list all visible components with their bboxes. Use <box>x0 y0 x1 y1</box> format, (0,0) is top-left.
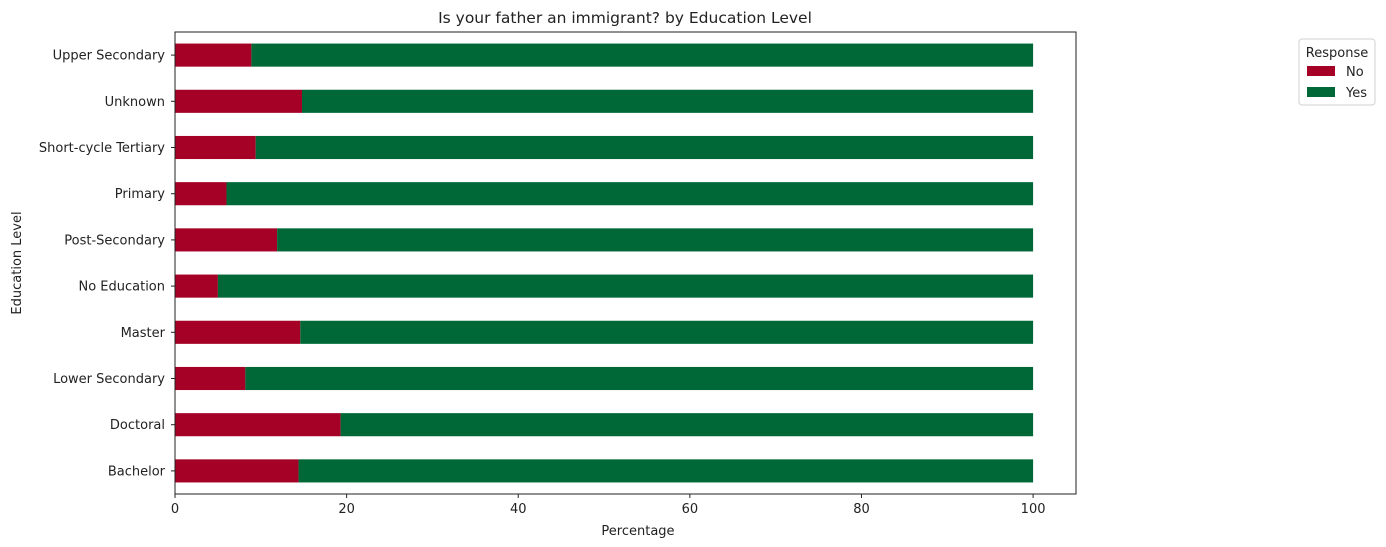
x-axis-label: Percentage <box>601 524 674 539</box>
x-tick-label: 0 <box>171 502 179 517</box>
y-tick-label: Short-cycle Tertiary <box>39 141 165 156</box>
bar-yes-doctoral <box>340 413 1034 437</box>
x-tick-label: 80 <box>853 502 870 517</box>
legend-swatch-no <box>1307 66 1335 76</box>
bar-no-post-secondary <box>175 228 278 252</box>
y-axis-label: Education Level <box>10 211 25 314</box>
bar-no-no-education <box>175 274 218 298</box>
bar-yes-upper-secondary <box>251 43 1034 67</box>
legend-label-yes: Yes <box>1345 86 1367 101</box>
bar-yes-master <box>300 320 1034 344</box>
y-tick-label: Lower Secondary <box>53 372 165 387</box>
bar-yes-primary <box>226 182 1034 206</box>
y-tick-label: Upper Secondary <box>53 49 166 64</box>
x-tick-label: 40 <box>510 502 527 517</box>
bar-yes-bachelor <box>298 459 1034 483</box>
bar-no-doctoral <box>175 413 341 437</box>
bar-no-primary <box>175 182 227 206</box>
x-tick-label: 100 <box>1021 502 1046 517</box>
y-tick-label: No Education <box>78 280 165 295</box>
bar-yes-short-cycle-tertiary <box>255 135 1034 160</box>
chart-title: Is your father an immigrant? by Educatio… <box>438 9 812 27</box>
bar-yes-no-education <box>217 274 1034 298</box>
bar-no-upper-secondary <box>175 43 252 67</box>
legend-label-no: No <box>1346 65 1364 80</box>
bar-no-short-cycle-tertiary <box>175 135 256 160</box>
bar-yes-lower-secondary <box>245 366 1034 391</box>
y-tick-label: Master <box>121 326 166 341</box>
bar-yes-post-secondary <box>277 228 1034 252</box>
axes-frame <box>174 31 1077 495</box>
bar-no-unknown <box>175 89 302 113</box>
legend-title: Response <box>1306 46 1368 61</box>
y-tick-label: Bachelor <box>108 464 166 479</box>
bar-no-bachelor <box>175 459 299 483</box>
bar-yes-unknown <box>301 89 1034 113</box>
y-tick-label: Unknown <box>105 95 165 110</box>
x-tick-label: 20 <box>338 502 355 517</box>
legend: Response No Yes <box>1298 38 1376 106</box>
x-tick-label: 60 <box>682 502 699 517</box>
legend-swatch-yes <box>1307 87 1335 97</box>
bar-no-master <box>175 320 301 344</box>
y-tick-label: Doctoral <box>110 418 165 433</box>
bar-no-lower-secondary <box>175 366 246 391</box>
y-tick-label: Post-Secondary <box>64 233 165 248</box>
y-tick-label: Primary <box>115 187 166 202</box>
plot-area: Bachelor Doctoral Lower Secondary Master No … <box>39 31 1077 517</box>
